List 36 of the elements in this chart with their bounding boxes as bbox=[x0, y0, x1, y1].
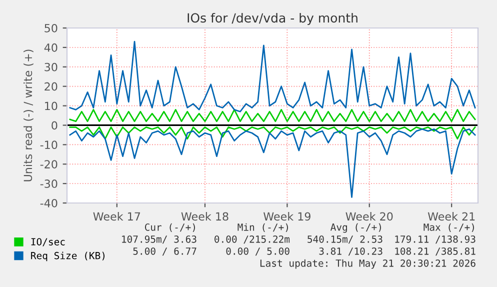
y-tick-label: 20 bbox=[44, 82, 58, 91]
x-tick-label: Week 18 bbox=[181, 212, 228, 221]
y-tick-label: -30 bbox=[40, 180, 58, 188]
line-series bbox=[69, 40, 476, 112]
text: Min (-/+) bbox=[238, 223, 288, 232]
line-series bbox=[69, 128, 476, 198]
y-tick-label: -40 bbox=[40, 198, 58, 208]
chart-title: IOs for /dev/vda - by month bbox=[188, 12, 358, 26]
line-series bbox=[69, 108, 476, 122]
x-tick-label: Week 20 bbox=[346, 212, 393, 221]
y-tick-label: 40 bbox=[44, 43, 58, 52]
text: 108.21 /385.81 bbox=[395, 247, 476, 256]
text: 0.00 /215.22m bbox=[214, 235, 290, 244]
y-axis-title: Units read (-) / write (+) bbox=[24, 50, 34, 182]
text: Last update: Thu May 21 20:30:21 2026 bbox=[260, 259, 476, 269]
x-tick-label: Week 21 bbox=[428, 212, 475, 221]
y-tick-label: 50 bbox=[44, 24, 58, 32]
text: Cur (-/+) bbox=[144, 223, 195, 232]
text: 5.00 / 6.77 bbox=[133, 247, 196, 256]
line-series bbox=[69, 126, 476, 140]
text: 3.81 /10.23 bbox=[319, 247, 382, 256]
y-tick-label: 10 bbox=[45, 102, 58, 110]
legend-label: Req Size (KB) bbox=[31, 252, 104, 262]
text: 179.11 /138.93 bbox=[395, 235, 476, 244]
legend-label: IO/sec bbox=[31, 238, 65, 246]
x-tick-label: Week 17 bbox=[93, 212, 140, 221]
text: Avg (-/+) bbox=[330, 223, 381, 233]
y-tick-label: 30 bbox=[44, 62, 58, 72]
text: Max (-/+) bbox=[424, 223, 474, 232]
text: 0.00 / 5.00 bbox=[226, 247, 290, 256]
x-tick-label: Week 19 bbox=[263, 212, 310, 221]
y-tick-label: 0 bbox=[52, 121, 58, 130]
y-tick-label: -10 bbox=[40, 140, 58, 150]
text: 540.15m/ 2.53 bbox=[308, 235, 382, 244]
y-tick-label: -20 bbox=[40, 160, 58, 168]
text: 107.95m/ 3.63 bbox=[122, 235, 196, 244]
